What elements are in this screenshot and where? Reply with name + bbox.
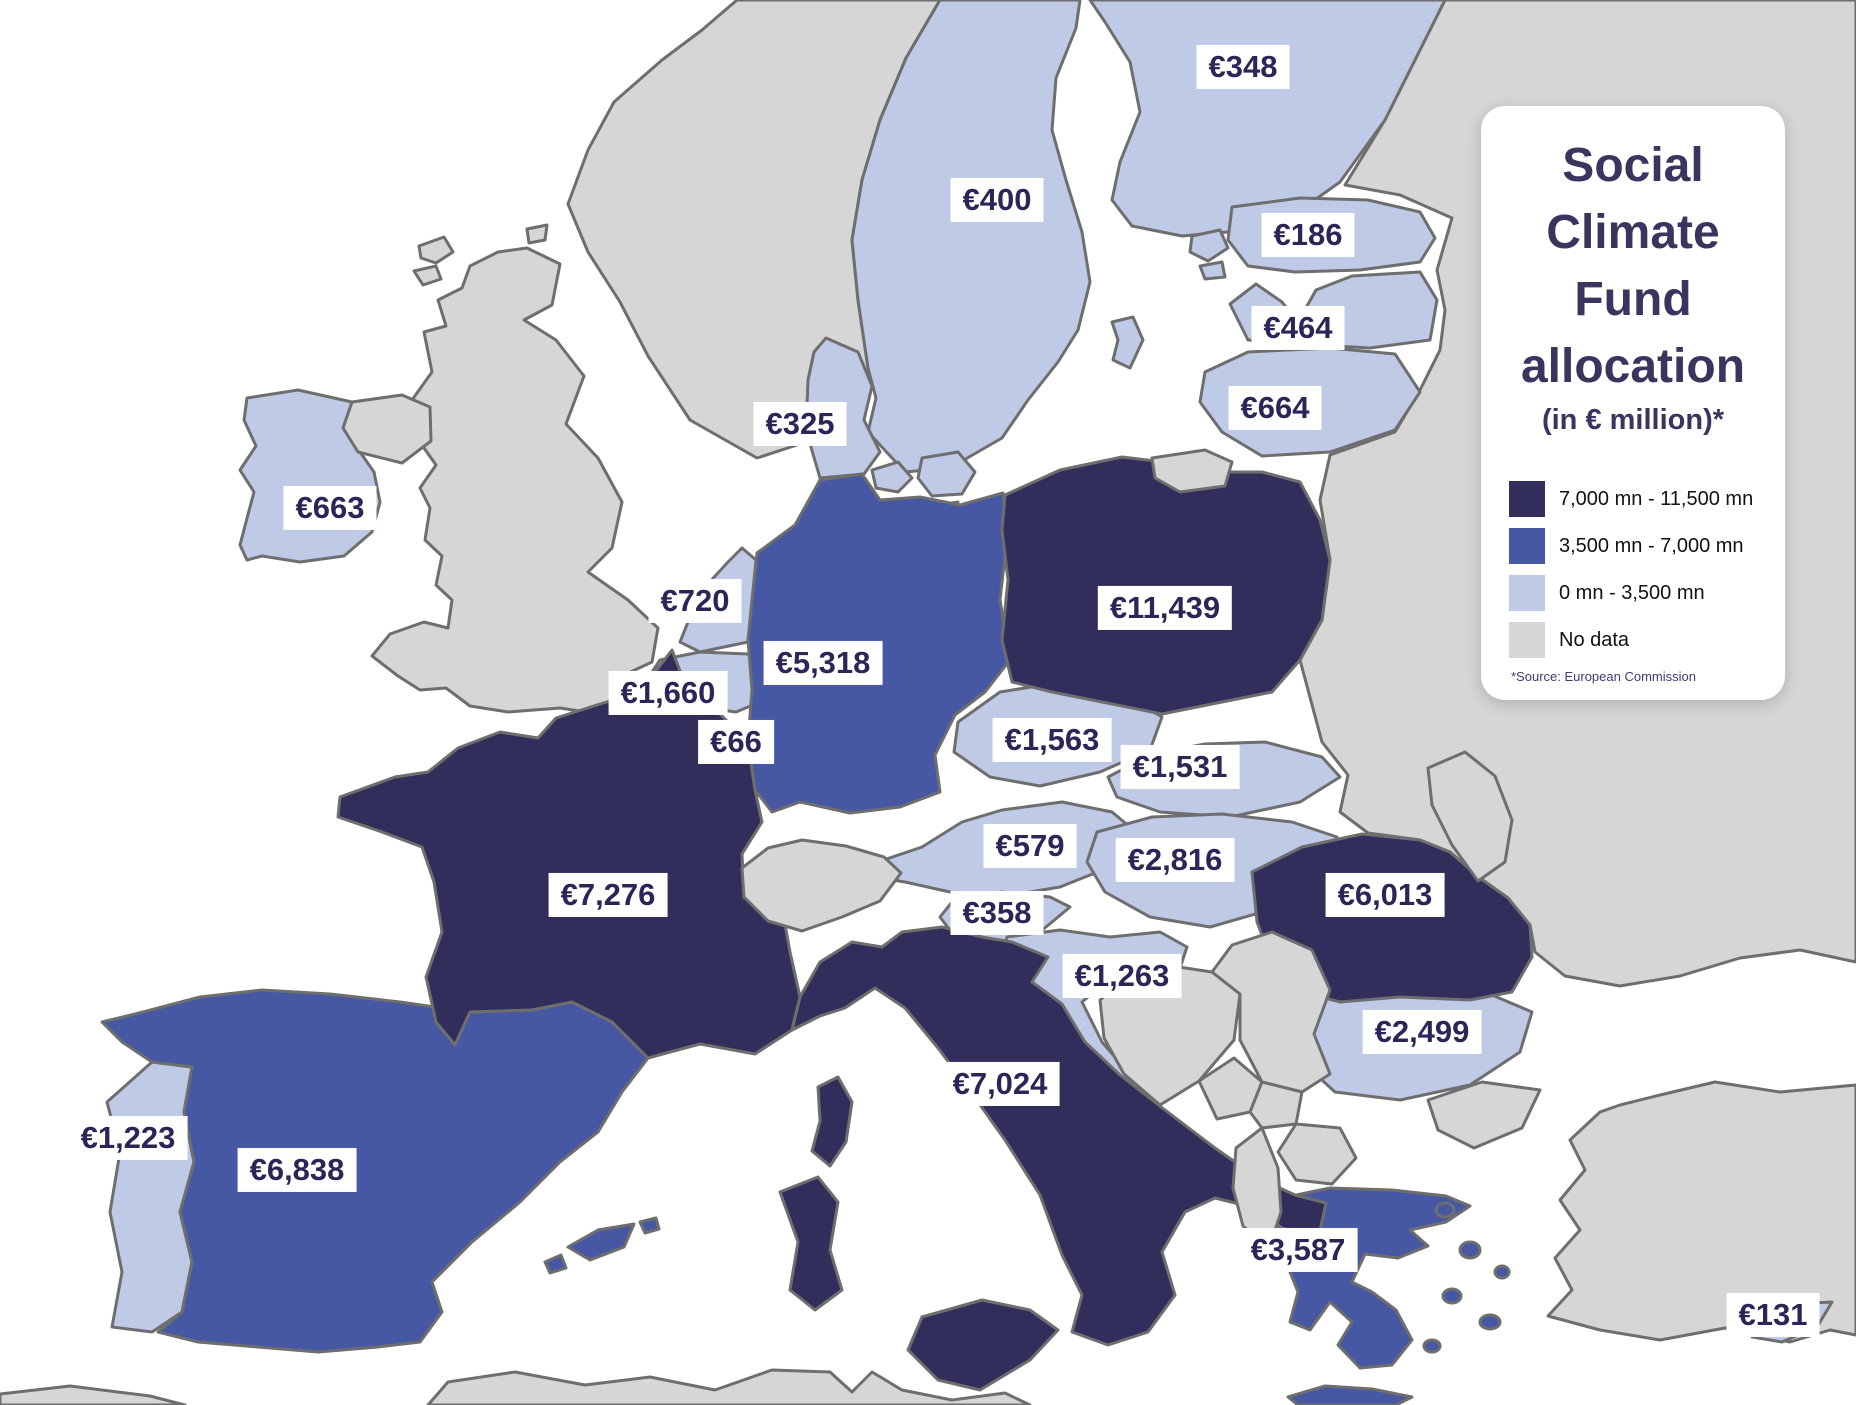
value-label-italy: €7,024 [940, 1061, 1060, 1107]
value-label-denmark: €325 [753, 401, 847, 447]
value-label-spain: €6,838 [237, 1147, 357, 1193]
shape-orkney [525, 223, 549, 245]
value-label-portugal: €1,223 [68, 1115, 188, 1161]
shape-aegean-islet-6 [1493, 1264, 1511, 1280]
shape-finland [1088, 0, 1447, 238]
value-label-slovenia: €358 [950, 890, 1044, 936]
shape-aegean-islet-5 [1422, 1338, 1442, 1354]
shape-aegean-islet-1 [1434, 1201, 1456, 1219]
shape-united-kingdom [370, 246, 660, 718]
value-label-lithuania: €664 [1228, 385, 1322, 431]
value-label-poland: €11,439 [1097, 585, 1233, 631]
shape-switzerland [740, 838, 903, 933]
value-label-sweden: €400 [950, 177, 1044, 223]
shape-ibiza [543, 1253, 568, 1275]
shape-gotland [1110, 315, 1145, 370]
legend-title-line-4: allocation [1520, 340, 1746, 393]
legend-swatch-low [1509, 575, 1545, 611]
legend-subtitle: (in € million)* [1541, 404, 1725, 436]
value-label-france: €7,276 [548, 872, 668, 918]
value-label-bulgaria: €2,499 [1362, 1009, 1482, 1055]
shape-hebrides-2 [412, 264, 443, 287]
legend-title-line-3: Fund [1574, 273, 1692, 326]
value-label-finland: €348 [1196, 44, 1290, 90]
shape-moldova [1426, 750, 1514, 883]
value-label-austria: €579 [983, 823, 1077, 869]
shape-aegean-islet-2 [1458, 1240, 1482, 1260]
value-label-hungary: €2,816 [1115, 837, 1235, 883]
legend-label-mid: 3,500 mn - 7,000 mn [1559, 534, 1744, 557]
legend-items: 7,000 mn - 11,500 mn 3,500 mn - 7,000 mn 0… [1509, 481, 1767, 658]
value-label-belgium: €1,660 [608, 670, 728, 716]
legend-title-line-2: Climate [1546, 206, 1720, 259]
value-label-czechia: €1,563 [992, 717, 1112, 763]
shape-menorca [638, 1216, 661, 1235]
value-label-latvia: €464 [1251, 305, 1345, 351]
value-label-slovakia: €1,531 [1120, 744, 1240, 790]
shape-denmark-funen [870, 460, 914, 494]
shape-hiiumaa [1198, 260, 1227, 281]
value-label-croatia: €1,263 [1062, 953, 1182, 999]
legend-swatch-mid [1509, 528, 1545, 564]
value-label-cyprus: €131 [1726, 1292, 1820, 1338]
shape-aegean-islet-3 [1441, 1287, 1463, 1305]
legend-item-low: 0 mn - 3,500 mn [1509, 575, 1767, 611]
shape-north-africa [426, 1368, 1032, 1405]
shape-aegean-islet-4 [1478, 1313, 1502, 1331]
shape-north-macedonia [1276, 1122, 1358, 1186]
legend-card: Social Climate Fund allocation (in € mil… [1481, 106, 1785, 700]
legend-label-low: 0 mn - 3,500 mn [1559, 581, 1705, 604]
shape-france [336, 648, 802, 1060]
shape-sicily [906, 1298, 1060, 1392]
shape-east-thrace [1426, 1080, 1542, 1150]
shape-hebrides-1 [417, 235, 455, 265]
shape-sweden [850, 0, 1092, 474]
value-label-romania: €6,013 [1325, 872, 1445, 918]
shape-kosovo [1248, 1080, 1304, 1130]
legend-title-line-1: Social [1562, 139, 1704, 192]
shape-corsica [810, 1075, 854, 1168]
shape-crete [1286, 1384, 1414, 1405]
legend-swatch-high [1509, 481, 1545, 517]
legend-item-nodata: No data [1509, 622, 1767, 658]
legend-label-high: 7,000 mn - 11,500 mn [1559, 487, 1754, 510]
shape-saaremaa [1188, 228, 1230, 263]
legend-source: *Source: European Commission [1511, 669, 1696, 684]
legend-swatch-nodata [1509, 622, 1545, 658]
shape-mallorca [566, 1222, 636, 1262]
value-label-netherlands: €720 [648, 578, 742, 624]
shape-kaliningrad [1150, 448, 1234, 494]
legend-title: Social Climate Fund allocation [1499, 132, 1767, 400]
value-label-luxembourg: €66 [698, 719, 774, 765]
value-label-greece: €3,587 [1238, 1227, 1358, 1273]
shape-morocco [0, 1384, 187, 1405]
value-label-estonia: €186 [1261, 212, 1355, 258]
shape-northern-ireland [341, 393, 433, 465]
shape-sardinia [778, 1175, 844, 1312]
legend-label-nodata: No data [1559, 628, 1630, 651]
legend-item-mid: 3,500 mn - 7,000 mn [1509, 528, 1767, 564]
value-label-ireland: €663 [283, 485, 377, 531]
shape-serbia [1210, 930, 1332, 1094]
legend-item-high: 7,000 mn - 11,500 mn [1509, 481, 1767, 517]
shape-denmark-zealand [916, 450, 977, 498]
value-label-germany: €5,318 [763, 640, 883, 686]
